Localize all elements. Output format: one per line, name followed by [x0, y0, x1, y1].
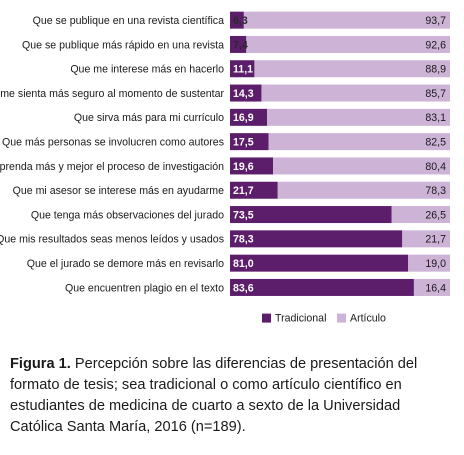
- bar-articulo: [261, 84, 450, 102]
- bar-tradicional: [230, 84, 262, 102]
- value-label-articulo: 88,9: [425, 64, 446, 76]
- value-label-tradicional: 17,5: [233, 136, 254, 148]
- value-label-articulo: 19,0: [425, 258, 446, 270]
- stacked-bar-chart: Que se publique en una revista científic…: [0, 11, 450, 325]
- value-label-tradicional: 73,5: [233, 209, 254, 221]
- category-label: Que me sienta más seguro al momento de s…: [0, 88, 224, 100]
- value-label-articulo: 78,3: [425, 185, 446, 197]
- bar-tradicional: [230, 206, 392, 224]
- bar-articulo: [413, 278, 450, 296]
- bar-tradicional: [230, 60, 255, 78]
- category-label: Que aprenda más y mejor el proceso de in…: [0, 161, 224, 173]
- value-label-tradicional: 14,3: [233, 88, 254, 100]
- value-label-tradicional: 78,3: [233, 234, 254, 246]
- value-label-tradicional: 81,0: [233, 258, 254, 270]
- bar-tradicional: [230, 278, 414, 296]
- category-label: Que sirva más para mi currículo: [74, 112, 224, 124]
- value-label-tradicional: 21,7: [233, 185, 254, 197]
- chart-legend: Tradicional Artículo: [262, 313, 386, 325]
- figure-caption: Figura 1. Percepción sobre las diferenci…: [10, 354, 456, 438]
- bar-tradicional: [230, 157, 274, 175]
- bar-articulo: [243, 11, 450, 29]
- value-label-tradicional: 83,6: [233, 282, 254, 294]
- legend-swatch: [337, 313, 346, 323]
- category-label: Que mi asesor se interese más en ayudarm…: [13, 185, 224, 197]
- value-label-articulo: 16,4: [425, 282, 446, 294]
- value-label-articulo: 82,5: [425, 136, 446, 148]
- bar-articulo: [254, 60, 450, 78]
- category-label: Que tenga más observaciones del jurado: [31, 209, 224, 221]
- value-label-tradicional: 16,9: [233, 112, 254, 124]
- bar-articulo: [273, 157, 450, 175]
- value-label-articulo: 26,5: [425, 209, 446, 221]
- figure-caption-text: Percepción sobre las diferencias de pres…: [10, 356, 418, 435]
- category-label: Que el jurado se demore más en revisarlo: [27, 258, 224, 270]
- value-label-articulo: 83,1: [425, 112, 446, 124]
- bar-articulo: [408, 254, 450, 272]
- category-label: Que me interese más en hacerlo: [70, 64, 224, 76]
- bar-tradicional: [230, 35, 247, 53]
- value-label-tradicional: 19,6: [233, 161, 254, 173]
- figure-label: Figura 1.: [10, 356, 71, 372]
- bar-articulo: [267, 108, 450, 126]
- value-label-articulo: 93,7: [425, 15, 446, 27]
- bar-tradicional: [230, 254, 409, 272]
- legend-label: Tradicional: [275, 313, 326, 325]
- bar-tradicional: [230, 11, 244, 29]
- category-label: Que se publique en una revista científic…: [33, 15, 225, 27]
- bar-articulo: [391, 206, 450, 224]
- value-label-articulo: 21,7: [425, 234, 446, 246]
- legend-label: Artículo: [350, 313, 386, 325]
- bar-tradicional: [230, 230, 403, 248]
- category-label: Que encuentren plagio en el texto: [65, 282, 224, 294]
- category-label: Que mis resultados seas menos leídos y u…: [0, 234, 224, 246]
- category-label: Que se publique más rápido en una revist…: [22, 39, 224, 51]
- bar-articulo: [277, 181, 450, 199]
- category-label: Que más personas se involucren como auto…: [2, 136, 224, 148]
- bar-tradicional: [230, 181, 278, 199]
- bar-articulo: [268, 133, 450, 151]
- bar-articulo: [402, 230, 450, 248]
- value-label-tradicional: 7,4: [233, 39, 248, 51]
- value-label-articulo: 85,7: [425, 88, 446, 100]
- value-label-articulo: 92,6: [425, 39, 446, 51]
- value-label-articulo: 80,4: [425, 161, 446, 173]
- bar-tradicional: [230, 108, 268, 126]
- bar-tradicional: [230, 133, 269, 151]
- bar-articulo: [246, 35, 450, 53]
- legend-swatch: [262, 313, 271, 323]
- value-label-tradicional: 6,3: [233, 15, 248, 27]
- value-label-tradicional: 11,1: [233, 64, 253, 76]
